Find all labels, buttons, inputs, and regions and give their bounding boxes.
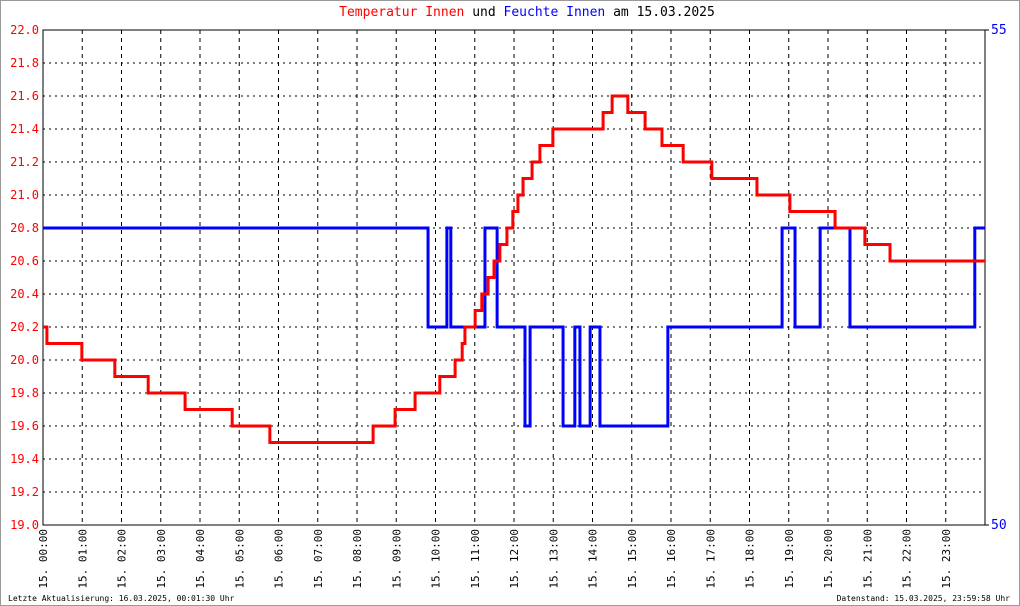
title-join: und [472,5,495,20]
x-tick-label: 15. 06:00 [273,529,286,589]
x-tick-label: 15. 12:00 [508,529,521,589]
series-line [43,94,985,444]
x-tick-label: 15. 20:00 [822,529,835,589]
y-tick-label: 21.0 [10,188,39,202]
x-tick-label: 15. 15:00 [626,529,639,589]
x-tick-label: 15. 00:00 [37,529,50,589]
x-tick-label: 15. 10:00 [430,529,443,589]
y-tick-label: 19.2 [10,485,39,499]
chart-title: Temperatur Innen und Feuchte Innen am 15… [339,5,715,20]
x-tick-label: 15. 04:00 [194,529,207,589]
x-tick-label: 15. 18:00 [744,529,757,589]
x-tick-label: 15. 21:00 [861,529,874,589]
x-tick-label: 15. 01:00 [76,529,89,589]
x-tick-label: 15. 07:00 [312,529,325,589]
x-tick-label: 15. 02:00 [116,529,129,589]
y-tick-label: 20.6 [10,254,39,268]
x-tick-label: 15. 23:00 [940,529,953,589]
y-tick-label: 19.8 [10,386,39,400]
y-tick-label: 22.0 [10,23,39,37]
plot-frame [42,29,986,526]
y-tick-label: 21.4 [10,122,39,136]
footer-right: Datenstand: 15.03.2025, 23:59:58 Uhr [837,594,1011,603]
x-tick-label: 15. 16:00 [665,529,678,589]
x-tick-label: 15. 14:00 [587,529,600,589]
y-tick-label: 20.4 [10,287,39,301]
y2-tick-label: 55 [991,23,1007,38]
x-tick-label: 15. 17:00 [704,529,717,589]
y-tick-label: 21.2 [10,155,39,169]
x-tick-label: 15. 11:00 [469,529,482,589]
y2-tick-label: 50 [991,518,1007,533]
x-tick-label: 15. 09:00 [390,529,403,589]
series-line [43,226,985,428]
x-tick-label: 15. 22:00 [901,529,914,589]
y-tick-label: 21.8 [10,56,39,70]
x-tick-label: 15. 19:00 [783,529,796,589]
y-tick-label: 20.2 [10,320,39,334]
y-tick-label: 20.0 [10,353,39,367]
title-date: am 15.03.2025 [613,5,715,20]
y-tick-label: 21.6 [10,89,39,103]
y-tick-label: 19.6 [10,419,39,433]
title-temp: Temperatur Innen [339,5,464,20]
x-tick-label: 15. 03:00 [155,529,168,589]
title-hum: Feuchte Innen [504,5,606,20]
y-tick-label: 19.4 [10,452,39,466]
y-tick-label: 20.8 [10,221,39,235]
x-tick-label: 15. 05:00 [233,529,246,589]
x-tick-label: 15. 08:00 [351,529,364,589]
y-tick-label: 19.0 [10,518,39,532]
x-tick-label: 15. 13:00 [547,529,560,589]
footer-left: Letzte Aktualisierung: 16.03.2025, 00:01… [8,594,235,603]
